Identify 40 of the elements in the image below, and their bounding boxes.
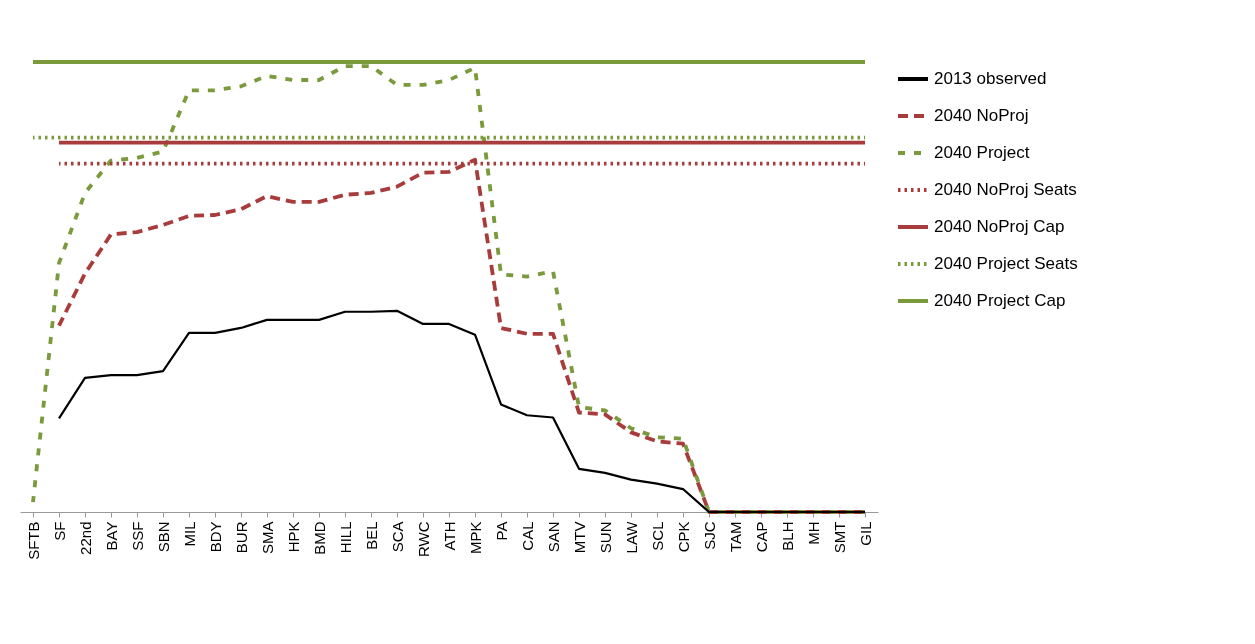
x-tick-label: BMD [310, 521, 328, 555]
x-tick-label: BLH [778, 521, 796, 551]
x-tick-label: SMA [258, 521, 276, 555]
x-tick-label: BDY [206, 521, 224, 553]
legend-label: 2040 NoProj [934, 106, 1029, 125]
x-tick-label: CAP [752, 521, 770, 553]
x-tick-label: TAM [726, 521, 744, 553]
x-tick-label: GIL [856, 521, 874, 546]
x-tick-label: SFTB [24, 521, 42, 560]
x-tick-label: SUN [596, 521, 614, 554]
x-tick-label: SSF [128, 521, 146, 551]
x-tick-label: BAY [102, 521, 120, 551]
legend-label: 2040 Project Seats [934, 254, 1078, 273]
x-tick-label: HPK [284, 521, 302, 553]
x-tick-label: LAW [622, 520, 640, 554]
legend-label: 2040 NoProj Seats [934, 180, 1077, 199]
x-tick-label: MIL [180, 521, 198, 547]
x-tick-label: MPK [466, 521, 484, 555]
x-tick-label: SJC [700, 521, 718, 550]
legend-label: 2040 NoProj Cap [934, 217, 1065, 236]
x-tick-label: SBN [154, 521, 172, 553]
x-tick-label: SF [50, 521, 68, 541]
legend-label: 2013 observed [934, 69, 1047, 88]
x-tick-label: SCA [388, 521, 406, 553]
legend-label: 2040 Project Cap [934, 291, 1066, 310]
x-tick-label: SAN [544, 521, 562, 553]
x-tick-label: CPK [674, 521, 692, 553]
x-tick-label: SMT [830, 521, 848, 554]
x-tick-label: ATH [440, 521, 458, 551]
x-tick-label: SCL [648, 521, 666, 551]
x-tick-label: RWC [414, 521, 432, 558]
x-tick-label: PA [492, 521, 510, 541]
legend-label: 2040 Project [934, 143, 1030, 162]
x-tick-label: HILL [336, 521, 354, 554]
x-tick-label: BEL [362, 521, 380, 550]
x-tick-label: BUR [232, 521, 250, 554]
x-tick-label: MTV [570, 521, 588, 554]
x-tick-label: MH [804, 521, 822, 545]
x-tick-label: 22nd [76, 521, 94, 555]
x-tick-label: CAL [518, 521, 536, 551]
